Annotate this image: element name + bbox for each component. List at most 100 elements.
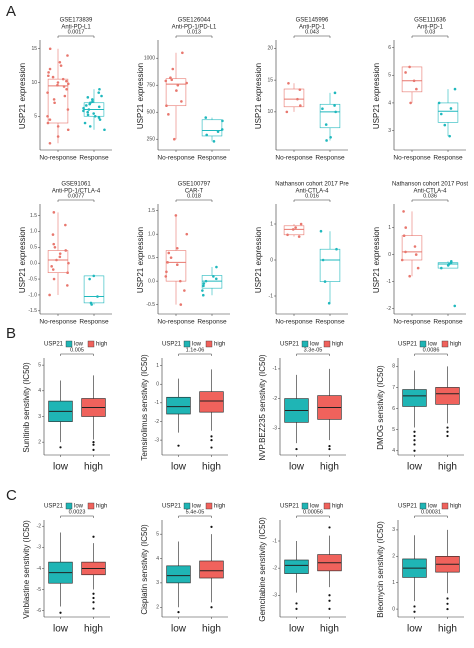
y-axis-label: USP21 expression xyxy=(136,63,145,129)
y-tick-label: 500 xyxy=(147,110,156,116)
panel-title: GSE145996 xyxy=(296,18,329,24)
legend-swatch xyxy=(87,340,95,348)
data-point xyxy=(52,242,56,246)
data-point xyxy=(51,233,55,236)
data-point xyxy=(91,98,94,101)
legend-label: low xyxy=(428,504,438,510)
data-point xyxy=(212,140,216,143)
data-point xyxy=(183,289,186,292)
y-tick-label: 0 xyxy=(156,382,159,388)
data-point xyxy=(185,81,188,85)
data-point xyxy=(100,94,103,98)
data-point xyxy=(453,304,457,308)
x-tick-label: Response xyxy=(315,155,345,162)
legend-swatch xyxy=(323,502,331,510)
y-tick-label: 1000 xyxy=(144,56,155,62)
y-tick-label: 6 xyxy=(388,45,391,51)
y-tick-label: -2 xyxy=(37,524,42,530)
box xyxy=(284,559,309,574)
data-point xyxy=(212,275,215,278)
y-tick-label: -3 xyxy=(273,426,278,432)
data-point xyxy=(333,91,337,95)
y-tick-label: -1.5 xyxy=(28,308,37,314)
p-bracket xyxy=(414,353,448,356)
x-tick-label: high xyxy=(320,462,339,473)
y-tick-label: 750 xyxy=(147,83,156,89)
y-tick-label: -1 xyxy=(387,279,392,285)
p-bracket xyxy=(411,35,449,38)
data-point xyxy=(96,295,99,298)
outlier xyxy=(59,446,62,449)
panel-title: Anti-CTLA-4 xyxy=(413,189,447,195)
data-point xyxy=(165,104,168,108)
outlier xyxy=(92,535,95,538)
panel-title: Anti-PD-1/PD-L1 xyxy=(172,25,217,31)
data-point xyxy=(65,87,68,91)
data-point xyxy=(167,251,171,255)
outlier xyxy=(92,448,95,451)
data-point xyxy=(216,130,220,133)
legend-swatch xyxy=(441,340,449,348)
data-point xyxy=(449,107,453,110)
p-value: 0.0023 xyxy=(69,509,86,515)
data-point xyxy=(51,268,55,271)
data-point xyxy=(221,119,224,123)
data-point xyxy=(169,256,173,259)
box xyxy=(201,119,223,137)
panel-title: Anti-CTLA-4 xyxy=(295,189,329,195)
p-bracket xyxy=(178,353,212,356)
data-point xyxy=(46,114,49,118)
y-tick-label: 5 xyxy=(388,73,391,79)
y-tick-label: 1.5 xyxy=(148,208,155,214)
legend-swatch xyxy=(419,502,427,510)
panel-letter: A xyxy=(6,3,16,20)
outlier xyxy=(328,594,331,597)
outlier xyxy=(92,607,95,610)
p-bracket xyxy=(411,199,449,202)
box xyxy=(165,250,187,282)
x-tick-label: high xyxy=(202,462,221,473)
data-point xyxy=(334,110,337,114)
y-tick-label: -2 xyxy=(273,396,278,402)
y-tick-label: 1 xyxy=(156,363,159,369)
legend-label: high xyxy=(214,504,225,510)
y-tick-label: 1.0 xyxy=(30,229,37,235)
data-point xyxy=(204,116,208,119)
legend-label: low xyxy=(74,504,84,510)
outlier xyxy=(446,430,449,433)
y-axis-label: Temsirolimus senstivity (IC50) xyxy=(140,354,149,461)
legend-title: USP21 xyxy=(44,342,64,348)
x-tick-label: high xyxy=(84,462,103,473)
data-point xyxy=(443,123,447,127)
y-tick-label: 250 xyxy=(147,137,156,143)
p-bracket xyxy=(178,515,212,518)
y-tick-label: 2 xyxy=(156,605,159,611)
x-tick-label: low xyxy=(53,624,69,635)
data-point xyxy=(171,67,175,71)
outlier xyxy=(59,611,62,614)
data-point xyxy=(48,293,51,297)
x-tick-label: No-response xyxy=(39,155,77,162)
legend-swatch xyxy=(301,502,309,510)
p-value: 0.0086 xyxy=(423,347,440,353)
y-tick-label: 0.0 xyxy=(148,278,155,284)
p-value: 0.016 xyxy=(305,193,319,199)
legend-label: low xyxy=(74,342,84,348)
p-bracket xyxy=(293,199,331,202)
legend-label: low xyxy=(192,342,202,348)
panel-title: Anti-PD-1 xyxy=(299,25,326,31)
data-point xyxy=(329,135,332,139)
y-axis-label: Cisplatin senstivity (IC50) xyxy=(140,524,149,615)
y-tick-label: 3 xyxy=(38,414,41,420)
data-point xyxy=(82,109,85,113)
outlier xyxy=(210,606,213,609)
x-tick-label: No-response xyxy=(275,319,313,326)
outlier xyxy=(328,599,331,602)
y-axis-label: USP21 expression xyxy=(372,227,381,293)
data-point xyxy=(166,261,169,264)
data-point xyxy=(319,229,323,233)
box xyxy=(166,565,191,584)
outlier xyxy=(413,439,416,442)
legend-swatch xyxy=(65,340,73,348)
data-point xyxy=(97,91,101,94)
